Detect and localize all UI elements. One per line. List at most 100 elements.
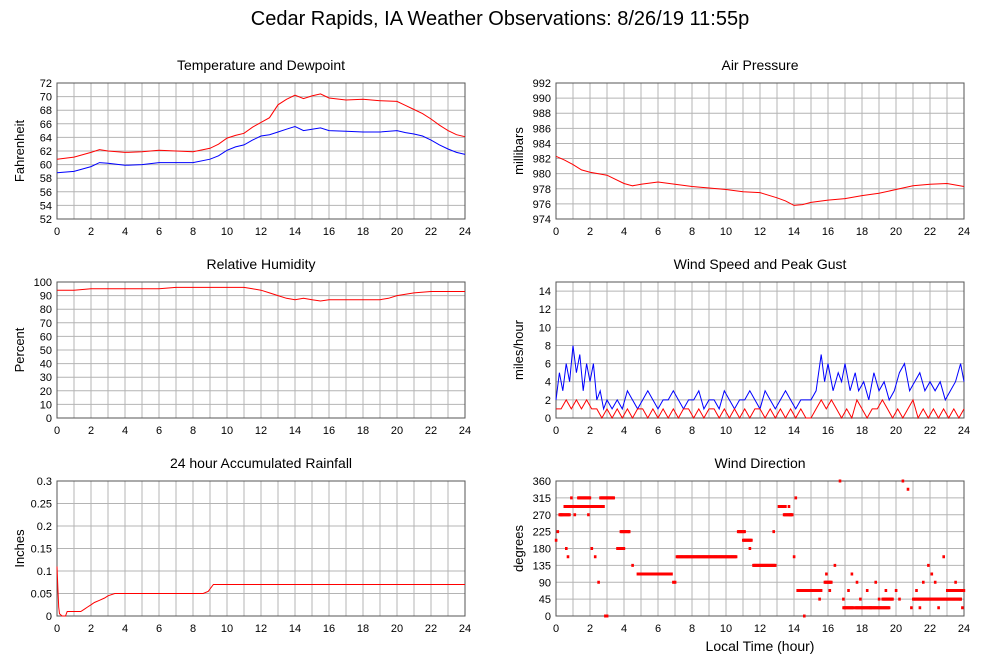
direction-point: [884, 589, 888, 592]
direction-point: [743, 530, 746, 534]
x-tick-label: 2: [587, 623, 593, 635]
series-line-blue: [56, 125, 466, 174]
x-tick-label: 16: [323, 226, 335, 238]
direction-point: [556, 530, 560, 534]
chart-title: Wind Direction: [714, 455, 805, 471]
plot-frame: [555, 82, 965, 220]
direction-point: [918, 606, 922, 610]
direction-point: [672, 580, 675, 584]
y-tick-label: 0: [46, 413, 52, 425]
x-tick-label: 2: [587, 425, 593, 437]
direction-point: [554, 538, 558, 542]
y-tick-label: 10: [40, 399, 52, 411]
direction-point: [901, 479, 905, 483]
y-tick-label: 0: [46, 611, 52, 623]
x-tick-label: 4: [122, 226, 128, 238]
direction-point: [937, 606, 940, 610]
y-axis-label: millibars: [511, 127, 526, 175]
y-tick-label: 0.25: [31, 499, 52, 511]
x-tick-label: 18: [357, 425, 369, 437]
chart-rain: 24 hour Accumulated Rainfall 0 0.05 0.1 0.15…: [12, 455, 471, 635]
x-tick-label: 0: [54, 425, 60, 437]
direction-point: [590, 505, 593, 508]
direction-point: [830, 580, 833, 584]
y-tick-label: 80: [40, 304, 52, 316]
x-tick-label: 16: [822, 425, 834, 437]
y-axis-label: Fahrenheit: [12, 120, 27, 183]
y-tick-label: 56: [40, 187, 52, 199]
x-tick-label: 12: [255, 425, 267, 437]
series-line-blue: [555, 345, 965, 411]
direction-point: [820, 589, 823, 592]
series-line-red: [56, 566, 465, 617]
y-tick-label: 66: [40, 119, 52, 131]
x-tick-label: 4: [621, 623, 627, 635]
x-tick-label: 14: [289, 226, 301, 238]
x-tick-label: 24: [459, 425, 471, 437]
direction-point: [906, 487, 910, 491]
direction-point: [748, 547, 752, 550]
y-tick-label: 6: [545, 359, 551, 371]
direction-point: [915, 589, 918, 592]
y-axis-label: Percent: [12, 327, 27, 372]
y-tick-label: 0.15: [31, 544, 52, 556]
x-tick-label: 10: [221, 623, 233, 635]
direction-point: [930, 572, 934, 576]
direction-point: [605, 614, 609, 618]
y-axis-label: miles/hour: [511, 319, 526, 380]
x-tick-label: 14: [788, 425, 800, 437]
plot-frame: [555, 281, 965, 419]
y-tick-label: 58: [40, 173, 52, 185]
x-tick-label: 8: [190, 226, 196, 238]
x-tick-label: 6: [655, 425, 661, 437]
x-tick-label: 12: [255, 623, 267, 635]
direction-point: [891, 597, 894, 601]
direction-point: [587, 513, 590, 517]
x-tick-label: 22: [924, 425, 936, 437]
y-tick-label: 20: [40, 386, 52, 398]
chart-humidity: Relative Humidity01020304050607080901000…: [12, 256, 471, 437]
x-tick-label: 18: [856, 623, 868, 635]
y-tick-label: 0.05: [31, 589, 52, 601]
chart-title: Wind Speed and Peak Gust: [674, 256, 847, 272]
y-tick-label: 986: [533, 123, 551, 135]
x-tick-label: 16: [822, 226, 834, 238]
direction-point: [590, 547, 594, 550]
x-tick-label: 0: [54, 226, 60, 238]
x-tick-label: 20: [890, 226, 902, 238]
direction-point: [803, 614, 806, 618]
direction-point: [627, 530, 631, 534]
y-tick-label: 60: [40, 160, 52, 172]
direction-point: [593, 555, 597, 559]
direction-point: [772, 530, 775, 534]
x-tick-label: 8: [689, 425, 695, 437]
x-tick-label: 6: [156, 425, 162, 437]
x-tick-label: 20: [391, 425, 403, 437]
direction-point: [750, 538, 753, 542]
y-tick-label: 2: [545, 395, 551, 407]
direction-point: [959, 597, 962, 601]
y-tick-label: 978: [533, 184, 551, 196]
y-tick-label: 0.3: [37, 476, 52, 488]
y-tick-label: 90: [539, 577, 551, 589]
plot-frame: [56, 480, 466, 617]
x-tick-label: 12: [255, 226, 267, 238]
direction-point: [847, 589, 850, 592]
x-tick-label: 20: [890, 623, 902, 635]
x-tick-label: 4: [621, 425, 627, 437]
y-tick-label: 990: [533, 93, 551, 105]
x-tick-label: 14: [788, 226, 800, 238]
direction-point: [570, 496, 573, 500]
direction-point: [874, 580, 877, 584]
y-tick-label: 45: [539, 594, 551, 606]
direction-point: [963, 589, 966, 592]
x-tick-label: 18: [357, 623, 369, 635]
chart-title: 24 hour Accumulated Rainfall: [170, 455, 352, 471]
x-tick-label: 22: [425, 226, 437, 238]
chart-temp: Temperature and Dewpoint5254565860626466…: [12, 57, 471, 238]
direction-point: [898, 597, 901, 601]
direction-point: [852, 606, 855, 610]
